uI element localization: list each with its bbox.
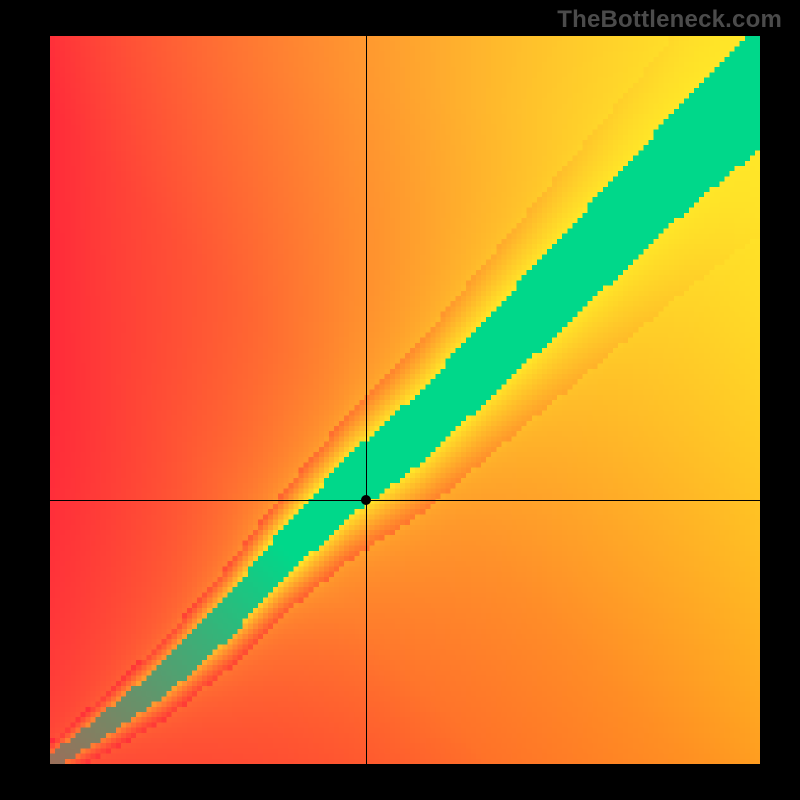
chart-container: TheBottleneck.com — [0, 0, 800, 800]
plot-area — [50, 36, 760, 764]
crosshair-vertical — [366, 36, 367, 764]
crosshair-horizontal — [50, 500, 760, 501]
watermark-text: TheBottleneck.com — [557, 6, 782, 34]
heatmap-canvas — [50, 36, 760, 764]
marker-dot — [361, 495, 371, 505]
